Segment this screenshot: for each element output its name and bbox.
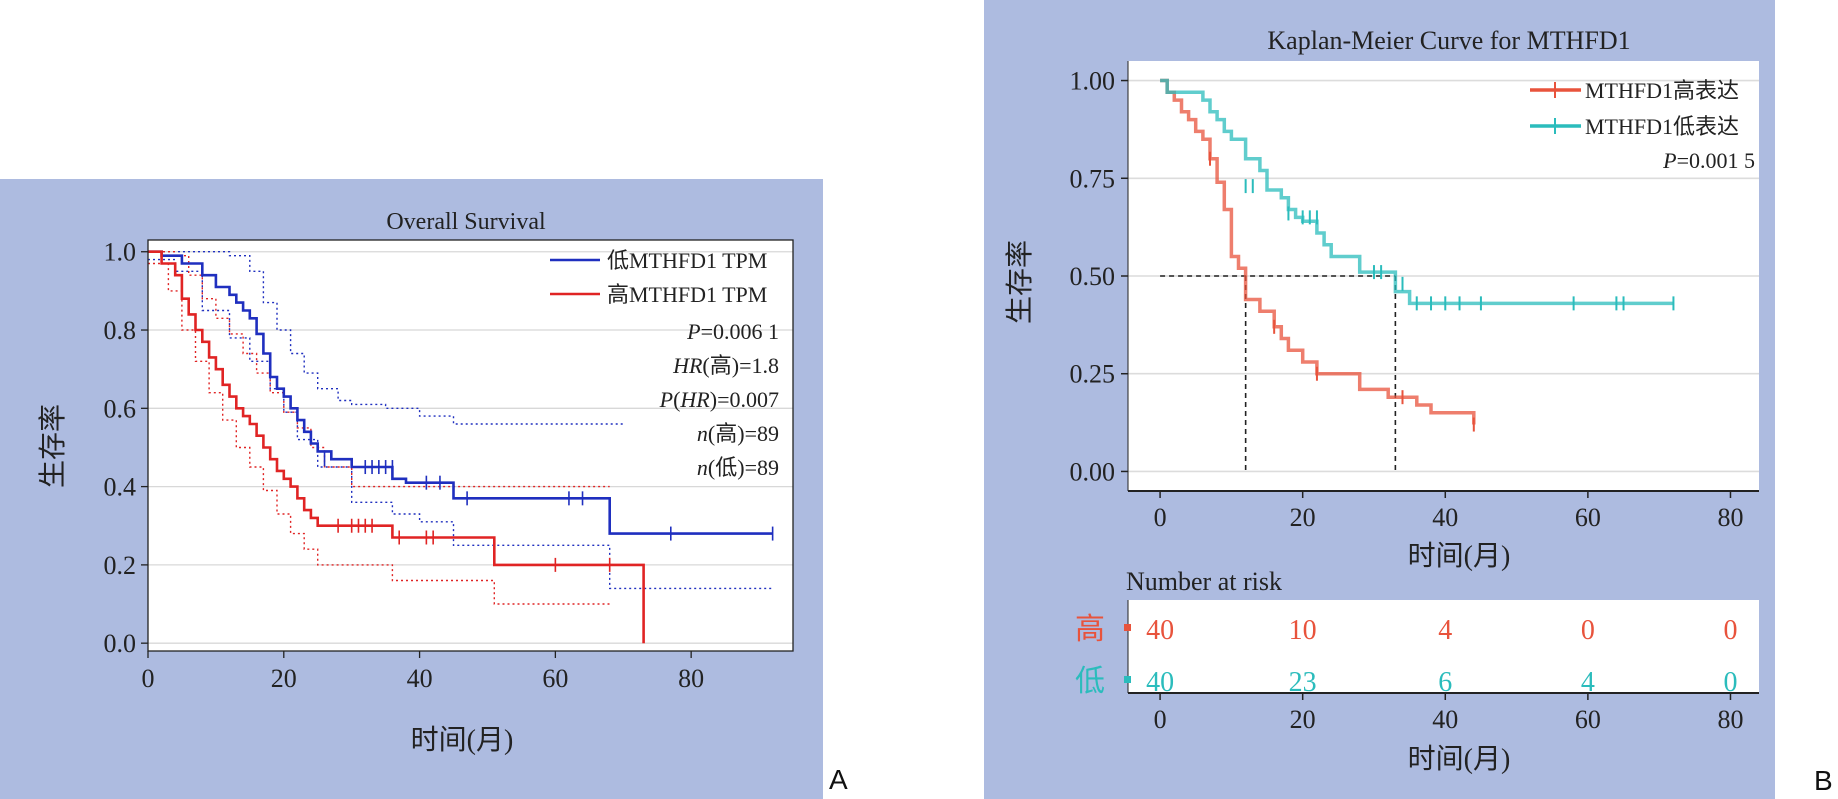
x-axis-label: 时间(月): [1408, 540, 1511, 572]
km-chart-a: Overall Survival 0 20 40 60 80 0.0 0.2 0.4 0.6 0…: [37, 209, 794, 756]
x-tick-label: 40: [407, 664, 433, 693]
chart-title: Kaplan-Meier Curve for MTHFD1: [1267, 26, 1630, 55]
risk-table-area: [1128, 600, 1759, 693]
risk-count: 4: [1438, 615, 1452, 646]
stat-annotation: n(低)=89: [697, 455, 779, 480]
x-axis-label: 时间(月): [411, 724, 514, 756]
risk-count: 40: [1146, 667, 1174, 698]
y-tick-label: 0.00: [1070, 457, 1116, 486]
risk-x-axis-label: 时间(月): [1408, 743, 1511, 775]
y-tick-label: 0.0: [104, 629, 137, 658]
y-tick-label: 0.50: [1070, 262, 1116, 291]
y-tick-label: 0.75: [1070, 164, 1116, 193]
plot-area: [148, 240, 793, 651]
km-chart-b: Kaplan-Meier Curve for MTHFD1 0 20 40 60 80 …: [1004, 26, 1759, 775]
y-tick-label: 0.2: [104, 551, 137, 580]
risk-row-label: 高: [1075, 613, 1105, 646]
risk-x-tick-label: 80: [1717, 705, 1743, 734]
y-tick-label: 1.00: [1070, 67, 1116, 96]
panel-label-a: A: [829, 764, 848, 795]
panel-b: Kaplan-Meier Curve for MTHFD1 0 20 40 60 80 …: [984, 0, 1833, 799]
risk-count: 0: [1723, 667, 1737, 698]
survival-curve: [1160, 78, 1476, 425]
survival-curve: [1160, 78, 1674, 306]
x-tick-label: 60: [1575, 503, 1601, 532]
risk-x-tick-label: 0: [1154, 705, 1167, 734]
stat-annotation: P(HR)=0.007: [659, 387, 779, 412]
risk-count: 4: [1581, 667, 1595, 698]
stat-annotation: P=0.001 5: [1662, 148, 1755, 173]
risk-row-marker: [1124, 676, 1131, 683]
confidence-band-lower: [148, 262, 610, 605]
y-tick-label: 0.25: [1070, 360, 1116, 389]
legend-label: 高MTHFD1 TPM: [607, 282, 767, 307]
risk-count: 40: [1146, 615, 1174, 646]
x-tick-label: 20: [271, 664, 297, 693]
y-tick-label: 0.4: [104, 473, 137, 502]
y-tick-label: 1.0: [104, 238, 137, 267]
x-tick-label: 20: [1290, 503, 1316, 532]
confidence-band-lower: [148, 258, 773, 590]
panel-a: Overall Survival 0 20 40 60 80 0.0 0.2 0.4 0.6 0…: [0, 179, 848, 799]
stat-annotation: P=0.006 1: [686, 319, 779, 344]
y-axis-label: 生存率: [37, 404, 69, 488]
legend-label: 低MTHFD1 TPM: [607, 248, 767, 273]
risk-count: 10: [1289, 615, 1317, 646]
risk-row-label: 低: [1075, 665, 1105, 698]
risk-count: 6: [1438, 667, 1452, 698]
y-tick-label: 0.6: [104, 394, 137, 423]
plot-frame: [147, 239, 794, 652]
stat-annotation: HR(高)=1.8: [672, 353, 779, 378]
risk-count: 0: [1723, 615, 1737, 646]
x-tick-label: 40: [1432, 503, 1458, 532]
risk-x-tick-label: 20: [1290, 705, 1316, 734]
risk-x-tick-label: 60: [1575, 705, 1601, 734]
chart-title: Overall Survival: [386, 209, 546, 235]
x-tick-label: 80: [678, 664, 704, 693]
survival-curve: [148, 250, 645, 644]
y-tick-label: 0.8: [104, 316, 137, 345]
risk-table-title: Number at risk: [1126, 567, 1282, 596]
risk-count: 0: [1581, 615, 1595, 646]
x-tick-label: 60: [542, 664, 568, 693]
risk-x-tick-label: 40: [1432, 705, 1458, 734]
x-tick-label: 0: [1154, 503, 1167, 532]
x-tick-label: 80: [1717, 503, 1743, 532]
stat-annotation: n(高)=89: [697, 421, 779, 446]
confidence-band-upper: [148, 251, 610, 488]
risk-count: 23: [1289, 667, 1317, 698]
legend-label: MTHFD1低表达: [1585, 114, 1739, 139]
x-tick-label: 0: [142, 664, 155, 693]
panel-label-b: B: [1814, 765, 1833, 796]
y-axis-label: 生存率: [1004, 240, 1036, 324]
risk-row-marker: [1124, 624, 1131, 631]
legend-label: MTHFD1高表达: [1585, 78, 1739, 103]
